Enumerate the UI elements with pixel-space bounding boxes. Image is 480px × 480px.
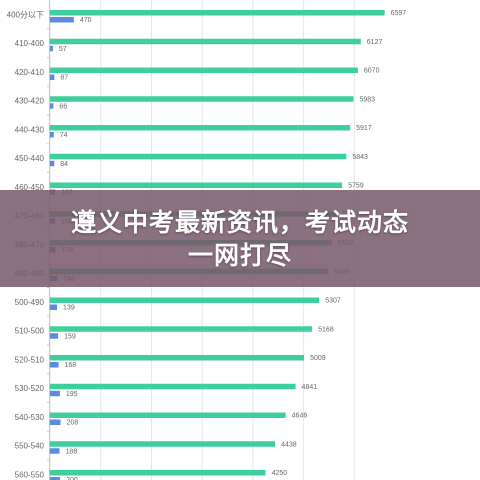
- data-label: 159: [64, 333, 76, 340]
- data-label: 188: [66, 448, 78, 455]
- bar-series-1: [50, 125, 351, 131]
- data-label: 5843: [352, 154, 368, 161]
- data-label: 6127: [367, 39, 383, 46]
- data-label: 195: [66, 391, 78, 398]
- data-label: 6070: [364, 68, 380, 75]
- data-label: 5759: [348, 183, 364, 190]
- bar-series-1: [50, 441, 276, 447]
- bar-series-2: [50, 333, 59, 339]
- bar-series-2: [50, 45, 53, 52]
- category-label: 520-510: [15, 355, 45, 364]
- data-label: 470: [80, 17, 92, 24]
- category-label: 530-520: [15, 384, 45, 393]
- bar-series-1: [50, 383, 296, 390]
- category-label: 440-430: [15, 125, 45, 134]
- data-label: 66: [59, 103, 67, 110]
- title-banner: 遵义中考最新资讯，考试动态 一网打尽: [0, 190, 480, 287]
- data-label: 139: [63, 305, 75, 312]
- data-label: 5168: [318, 326, 334, 333]
- bar-series-2: [50, 362, 59, 368]
- category-label: 410-400: [15, 39, 45, 48]
- category-label: 400分以下: [7, 10, 44, 19]
- bar-series-1: [50, 38, 361, 45]
- category-label: 500-490: [15, 298, 45, 307]
- bar-series-2: [50, 304, 58, 310]
- data-label: 168: [65, 362, 77, 369]
- data-label: 5917: [356, 125, 372, 132]
- bar-series-2: [50, 419, 61, 425]
- bar-series-1: [50, 67, 358, 73]
- category-label: 550-540: [15, 442, 45, 451]
- category-label: 430-420: [15, 97, 45, 106]
- data-label: 5307: [325, 298, 341, 305]
- data-label: 87: [60, 75, 68, 82]
- bar-series-1: [50, 96, 354, 102]
- data-label: 4250: [272, 470, 288, 477]
- data-label: 208: [67, 420, 79, 427]
- data-label: 6597: [391, 10, 407, 17]
- bar-series-2: [50, 390, 60, 397]
- bar-series-1: [50, 355, 305, 361]
- banner-line-1: 遵义中考最新资讯，考试动态: [70, 207, 409, 237]
- banner-line-2: 一网打尽: [187, 240, 292, 270]
- data-label: 74: [60, 132, 68, 139]
- bar-series-1: [50, 412, 286, 418]
- bar-series-2: [50, 103, 54, 109]
- category-label: 460-450: [15, 183, 45, 192]
- bar-series-1: [50, 470, 266, 476]
- data-label: 200: [66, 477, 78, 480]
- bar-series-1: [50, 182, 343, 188]
- bar-series-2: [50, 17, 74, 23]
- bar-series-2: [50, 477, 61, 480]
- data-label: 57: [59, 46, 67, 53]
- bar-series-2: [50, 132, 54, 138]
- category-label: 420-410: [15, 68, 45, 77]
- data-label: 4841: [302, 384, 318, 391]
- bar-series-2: [50, 74, 55, 80]
- bar-series-2: [50, 160, 55, 167]
- bar-series-1: [50, 10, 385, 16]
- bar-series-1: [50, 326, 313, 332]
- category-label: 560-550: [15, 470, 45, 479]
- data-label: 5983: [359, 96, 375, 103]
- data-label: 5009: [310, 355, 326, 362]
- bar-series-1: [50, 297, 320, 303]
- category-label: 450-440: [15, 154, 45, 163]
- category-label: 510-500: [15, 327, 45, 336]
- data-label: 4646: [292, 413, 308, 420]
- bar-series-2: [50, 448, 60, 454]
- data-label: 84: [60, 161, 68, 168]
- category-label: 540-530: [15, 413, 45, 422]
- bar-series-1: [50, 153, 347, 160]
- data-label: 4438: [281, 441, 297, 448]
